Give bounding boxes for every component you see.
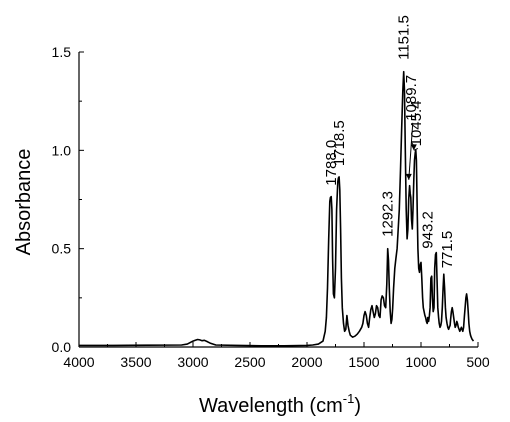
y-tick-label: 0.0 bbox=[52, 339, 72, 355]
x-axis-title-sup: -1 bbox=[343, 391, 355, 406]
peak-arrow bbox=[413, 147, 419, 151]
x-tick-label: 2000 bbox=[291, 354, 322, 370]
x-tick-label: 500 bbox=[466, 354, 490, 370]
peak-arrowhead bbox=[410, 144, 417, 151]
peak-label: 1788.0 bbox=[323, 140, 340, 186]
x-tick-label: 1500 bbox=[348, 354, 379, 370]
peak-label: 943.2 bbox=[420, 211, 437, 249]
peak-label: 1045.4 bbox=[408, 101, 425, 147]
y-axis-ticks: 0.0 0.5 1.0 1.5 bbox=[52, 44, 84, 355]
x-axis-ticks: 4000 3500 3000 2500 2000 1500 1000 500 bbox=[63, 342, 490, 370]
x-axis-title-tail: ) bbox=[354, 395, 361, 417]
x-tick-label: 1000 bbox=[405, 354, 436, 370]
peak-label: 1151.5 bbox=[396, 15, 413, 60]
peak-label: 1718.5 bbox=[331, 120, 348, 166]
peak-arrowhead bbox=[405, 173, 412, 180]
y-tick-label: 1.0 bbox=[52, 142, 72, 158]
y-tick-label: 1.5 bbox=[52, 44, 72, 60]
peak-arrow bbox=[408, 122, 414, 180]
x-tick-label: 3000 bbox=[177, 354, 208, 370]
x-tick-label: 3500 bbox=[120, 354, 151, 370]
spectrum-line bbox=[79, 70, 475, 347]
x-tick-label: 2500 bbox=[234, 354, 265, 370]
series-layer bbox=[79, 70, 475, 347]
peak-label: 1292.3 bbox=[380, 191, 397, 237]
y-axis-title: Absorbance bbox=[13, 149, 35, 256]
y-tick-label: 0.5 bbox=[52, 241, 72, 257]
x-axis-title: Wavelength (cm-1) bbox=[199, 391, 361, 417]
peak-label: 1089.7 bbox=[403, 75, 420, 121]
peak-label: 771.5 bbox=[439, 231, 456, 269]
x-tick-label: 4000 bbox=[63, 354, 94, 370]
x-axis-title-main: Wavelength (cm bbox=[199, 395, 343, 417]
